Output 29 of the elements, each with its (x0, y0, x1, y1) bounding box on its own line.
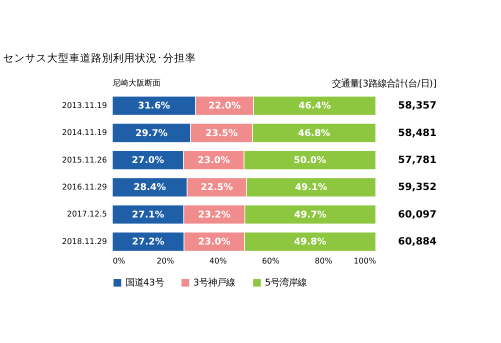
legend-label: 3号神戸線 (193, 278, 236, 289)
text: 59,352 (398, 182, 437, 194)
chart-title: センサス大型車道路別利用状況･分担率 (2, 51, 196, 64)
data-label: 27.0% (132, 154, 165, 166)
data-label: 23.2% (198, 209, 232, 220)
data-label: 49.7% (294, 209, 328, 220)
legend-label: 5号湾岸線 (264, 278, 307, 289)
data-label: 22.5% (200, 182, 234, 194)
data-label: 22.0% (208, 100, 242, 112)
text: 60,097 (398, 209, 437, 220)
text: 57,781 (398, 154, 437, 166)
text: 58,357 (398, 100, 437, 112)
text: 交通量[3路線合計(台/日)] (332, 78, 437, 90)
legend-label: 国道43号 (125, 278, 164, 289)
data-label: 46.8% (298, 128, 331, 139)
data-label: 27.2% (132, 236, 165, 248)
data-label: 29.7% (135, 128, 168, 139)
text: 60,884 (398, 236, 437, 248)
data-label: 28.4% (134, 182, 167, 194)
data-label: 50.0% (294, 154, 327, 166)
data-label: 23.0% (198, 154, 231, 166)
data-label: 23.0% (198, 236, 232, 248)
text: 58,481 (398, 128, 437, 139)
data-label: 27.1% (132, 209, 165, 220)
data-label: 46.4% (298, 100, 332, 112)
data-label: 31.6% (138, 100, 171, 112)
data-label: 23.5% (205, 128, 238, 139)
data-label: 49.1% (294, 182, 328, 194)
data-label: 49.8% (294, 236, 327, 248)
